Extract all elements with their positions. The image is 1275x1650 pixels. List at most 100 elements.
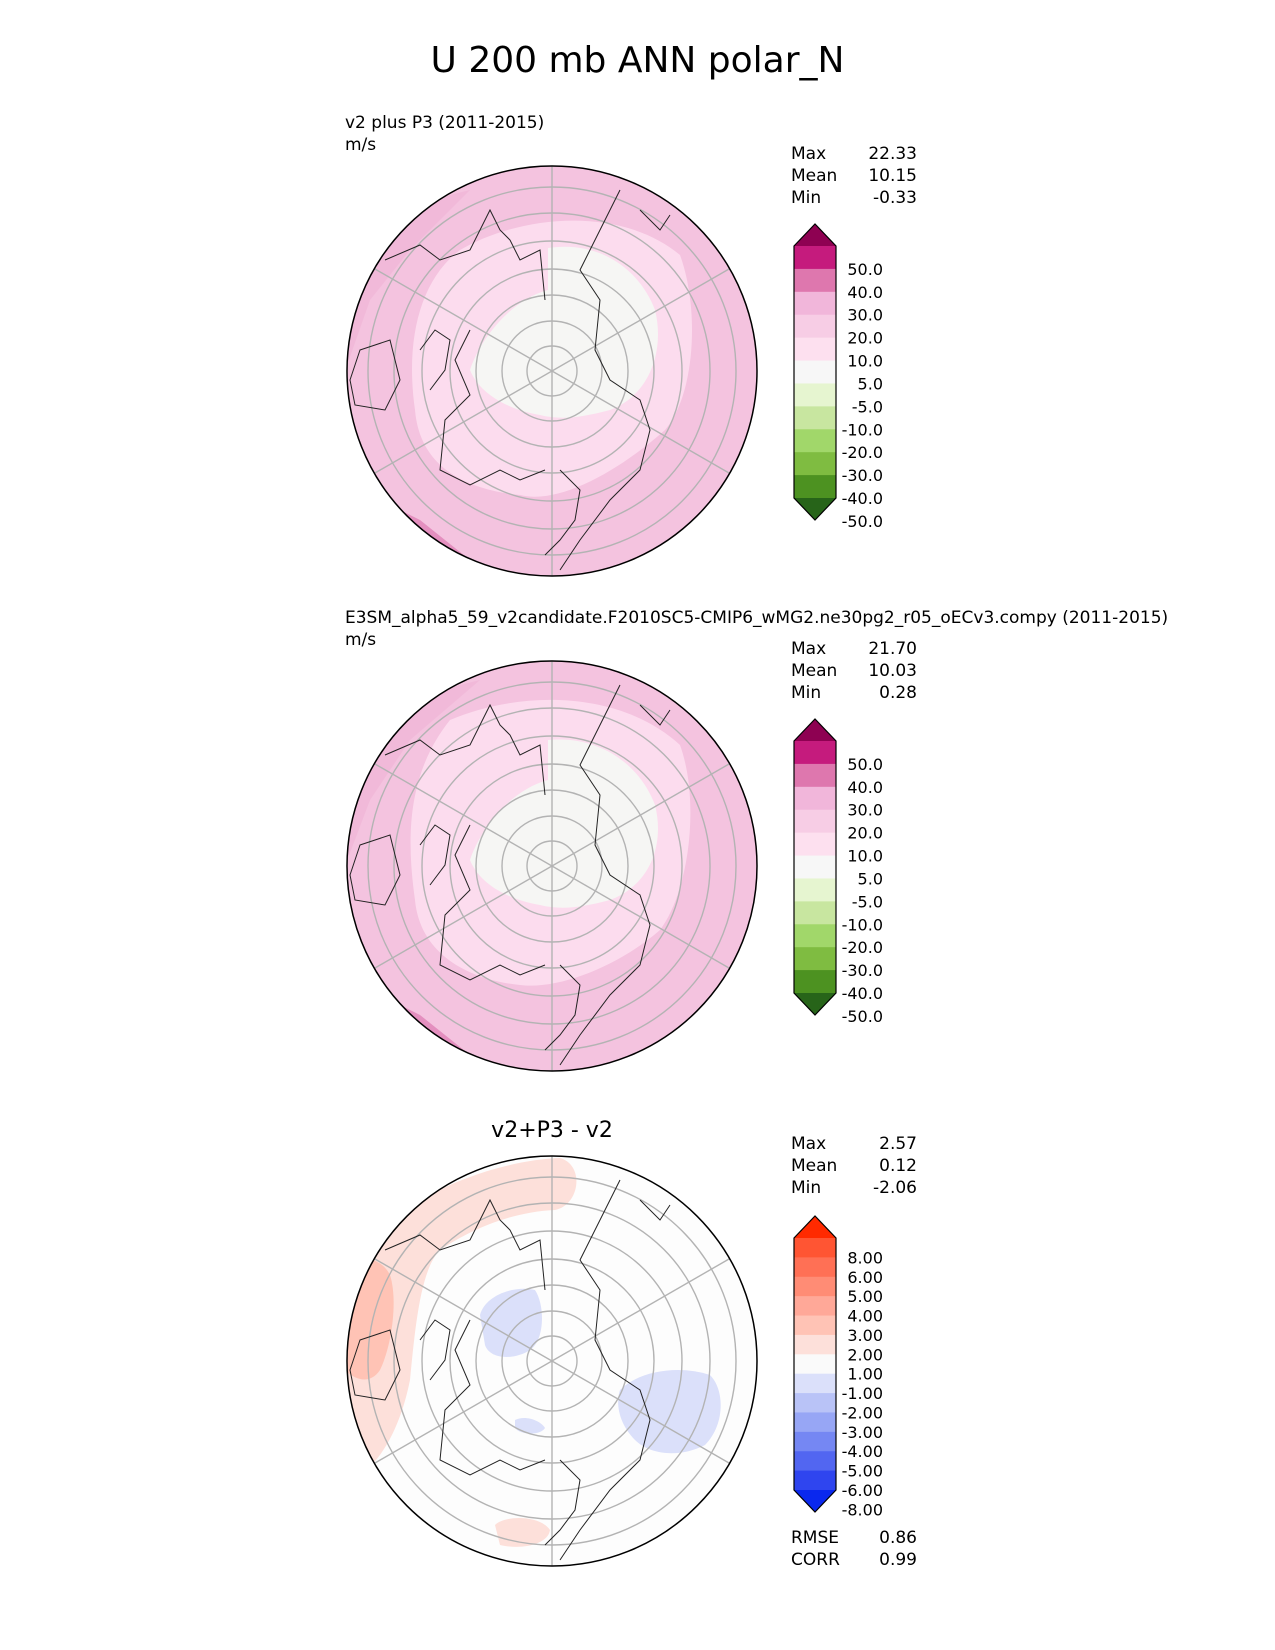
stat-value: 0.86	[879, 1528, 917, 1548]
field-band-neg2-neg1	[618, 1370, 721, 1454]
stat-value: 0.28	[879, 683, 917, 703]
stat-value: 0.99	[879, 1550, 917, 1570]
colorbar-segment	[794, 291, 836, 316]
panel-title: E3SM_alpha5_59_v2candidate.F2010SC5-CMIP…	[345, 608, 1169, 628]
colorbar-extend-bottom	[794, 993, 836, 1015]
stat-value: 2.57	[879, 1134, 917, 1154]
colorbar-tick-label: 3.00	[847, 1326, 883, 1345]
colorbar-tick-label: -3.00	[842, 1423, 883, 1442]
field-band-neg2-neg1	[480, 1288, 542, 1357]
stat-label: Min	[791, 1178, 822, 1198]
colorbar-tick-label: -30.0	[842, 961, 883, 980]
colorbar-tick-label: -20.0	[842, 443, 883, 462]
stat-value: 21.70	[868, 639, 917, 659]
colorbar-segment	[794, 1354, 836, 1375]
stat-label: Max	[791, 639, 827, 659]
colorbar-segment	[794, 337, 836, 362]
colorbar-tick-label: -40.0	[842, 489, 883, 508]
colorbar-tick-label: -20.0	[842, 938, 883, 957]
colorbar-tick-label: 8.00	[847, 1248, 883, 1267]
colorbar-segment	[794, 406, 836, 430]
panel-title: v2+P3 - v2	[491, 1118, 613, 1143]
colorbar-segment	[794, 360, 836, 384]
stat-label: Mean	[791, 661, 838, 681]
stats-block: Max 2.57 Mean 0.12 Min -2.06	[791, 1133, 917, 1199]
colorbar-extend-bottom	[794, 1490, 836, 1512]
colorbar-segment	[794, 1470, 836, 1491]
colorbar-tick-label: 5.0	[858, 374, 883, 393]
map-boundary	[346, 660, 758, 1072]
colorbar-tick-label: 5.0	[858, 869, 883, 888]
colorbar-segment	[794, 246, 836, 270]
stat-value: -0.33	[873, 188, 917, 208]
colorbar-segment	[794, 268, 836, 293]
colorbar-tick-label: 20.0	[847, 824, 883, 843]
colorbar-tick-label: 4.00	[847, 1307, 883, 1326]
colorbar-outline	[793, 1215, 837, 1513]
figure-title: U 200 mb ANN polar_N	[430, 40, 845, 81]
colorbar-segment	[794, 475, 836, 499]
stat-label: Max	[791, 1134, 827, 1154]
colorbar-segment	[794, 763, 836, 788]
colorbar-tick-label: -8.00	[842, 1500, 883, 1519]
stat-value: 10.15	[868, 166, 917, 186]
colorbar-tick-label: 30.0	[847, 306, 883, 325]
colorbar-segment	[794, 901, 836, 925]
coastlines	[349, 684, 671, 1066]
stat-value: 10.03	[868, 661, 917, 681]
colorbar-tick-label: -5.0	[852, 397, 883, 416]
colorbar-outline	[793, 718, 837, 1016]
field-band-neg5-5	[470, 739, 658, 908]
colorbar-tick-label: -4.00	[842, 1442, 883, 1461]
colorbar-tick-label: 5.00	[847, 1287, 883, 1306]
colorbar-tick-label: -2.00	[842, 1403, 883, 1422]
colorbar-tick-label: 1.00	[847, 1365, 883, 1384]
colorbar-tick-label: 40.0	[847, 283, 883, 302]
map-boundary	[346, 165, 758, 577]
colorbar-segment	[794, 1238, 836, 1258]
colorbar-tick-label: -50.0	[842, 1007, 883, 1026]
colorbar-segment	[794, 809, 836, 834]
colorbar-segment	[794, 1334, 836, 1355]
gridlines	[367, 661, 737, 1071]
stat-label: Mean	[791, 1156, 838, 1176]
stat-value: 0.12	[879, 1156, 917, 1176]
field-band-20-30	[347, 680, 480, 866]
colorbar-tick-label: -40.0	[842, 984, 883, 1003]
colorbar-segment	[794, 741, 836, 765]
gridlines	[367, 166, 737, 576]
colorbar-tick-label: 20.0	[847, 329, 883, 348]
stat-label: Max	[791, 144, 827, 164]
stat-value: 22.33	[868, 144, 917, 164]
colorbar-tick-label: 30.0	[847, 801, 883, 820]
colorbar-extend-top	[794, 719, 836, 741]
panel-units: m/s	[345, 135, 377, 155]
colorbar-segment	[794, 1412, 836, 1433]
colorbar-segment	[794, 786, 836, 811]
colorbar-segment	[794, 1315, 836, 1336]
colorbar-tick-label: -10.0	[842, 915, 883, 934]
colorbar-segment	[794, 1451, 836, 1472]
stat-label: Min	[791, 188, 822, 208]
stats-block: Max 22.33 Mean 10.15 Min -0.33	[791, 143, 917, 209]
colorbar-tick-label: 50.0	[847, 755, 883, 774]
colorbar-tick-label: -6.00	[842, 1481, 883, 1500]
colorbar-tick-label: 6.00	[847, 1268, 883, 1287]
stat-label: Mean	[791, 166, 838, 186]
colorbar-tick-label: 40.0	[847, 778, 883, 797]
colorbar-tick-label: 10.0	[847, 847, 883, 866]
colorbar-segment	[794, 970, 836, 994]
colorbar-segment	[794, 1296, 836, 1317]
colorbar-segment	[794, 452, 836, 476]
colorbar-segment	[794, 855, 836, 879]
colorbar-segment	[794, 1257, 836, 1278]
error-stats-block: RMSE 0.86 CORR 0.99	[791, 1527, 917, 1571]
colorbar-outline	[793, 223, 837, 521]
stat-label: Min	[791, 683, 822, 703]
colorbar: 8.006.005.004.003.002.001.00-1.00-2.00-3…	[793, 1215, 883, 1519]
